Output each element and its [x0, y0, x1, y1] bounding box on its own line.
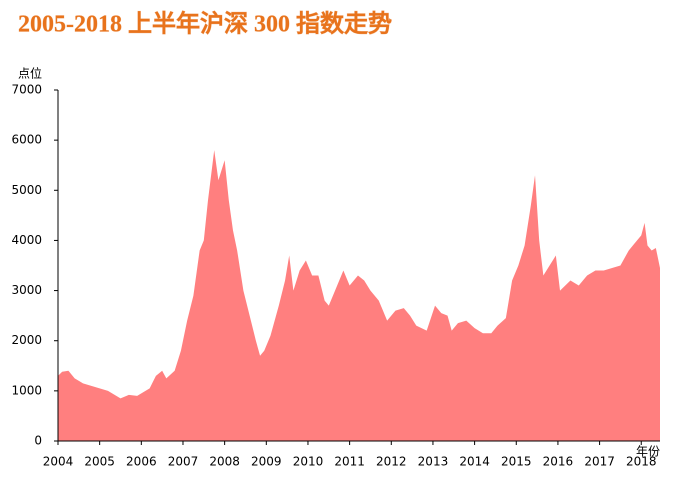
y-axis-label: 点位 — [18, 66, 42, 81]
x-tick-label: 2011 — [334, 455, 365, 469]
y-tick-label: 6000 — [11, 133, 42, 147]
y-tick-label: 4000 — [11, 233, 42, 247]
y-tick-label: 7000 — [11, 83, 42, 97]
x-tick-label: 2008 — [209, 455, 240, 469]
x-axis-label: 年份 — [636, 445, 660, 459]
y-tick-label: 1000 — [11, 383, 42, 397]
x-tick-label: 2015 — [501, 455, 532, 469]
x-tick-label: 2012 — [376, 455, 407, 469]
x-tick-label: 2016 — [543, 455, 574, 469]
x-tick-label: 2005 — [84, 455, 115, 469]
y-tick-label: 3000 — [11, 283, 42, 297]
x-tick-label: 2013 — [418, 455, 449, 469]
x-tick-label: 2010 — [293, 455, 324, 469]
y-tick-label: 2000 — [11, 333, 42, 347]
x-tick-label: 2004 — [43, 455, 74, 469]
chart-title: 2005-2018 上半年沪深 300 指数走势 — [18, 10, 392, 38]
y-tick-label: 0 — [34, 434, 42, 448]
x-tick-label: 2017 — [584, 455, 615, 469]
x-tick-label: 2006 — [126, 455, 157, 469]
x-tick-label: 2014 — [459, 455, 490, 469]
x-tick-label: 2009 — [251, 455, 282, 469]
area — [58, 150, 660, 441]
x-tick-label: 2007 — [168, 455, 199, 469]
y-tick-label: 5000 — [11, 183, 42, 197]
x-tick-label: 2018 — [626, 455, 657, 469]
